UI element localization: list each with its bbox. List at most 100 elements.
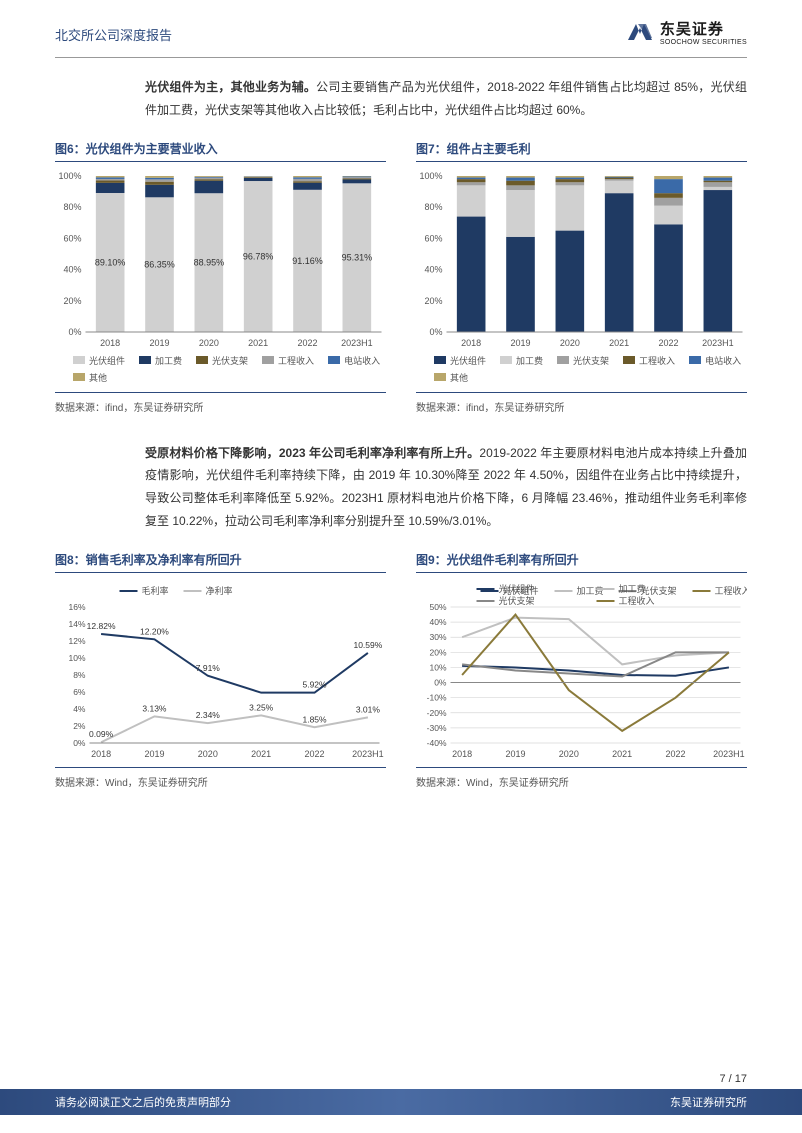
svg-text:14%: 14% <box>68 619 85 629</box>
svg-text:2018: 2018 <box>100 338 120 348</box>
svg-text:0%: 0% <box>73 738 86 748</box>
svg-text:5.92%: 5.92% <box>302 679 327 689</box>
svg-text:2020: 2020 <box>559 749 579 759</box>
svg-text:30%: 30% <box>429 632 446 642</box>
svg-text:4%: 4% <box>73 704 86 714</box>
page-number: 7 / 17 <box>719 1073 747 1085</box>
svg-text:2019: 2019 <box>505 749 525 759</box>
page-header: 北交所公司深度报告 东吴证券 SOOCHOW SECURITIES <box>0 0 802 57</box>
chart9-source: 数据来源：Wind，东吴证券研究所 <box>416 767 747 789</box>
chart6-title: 图6：光伏组件为主要营业收入 <box>55 140 386 162</box>
svg-text:60%: 60% <box>424 233 442 243</box>
svg-text:40%: 40% <box>429 617 446 627</box>
svg-text:-20%: -20% <box>427 708 447 718</box>
svg-text:2022: 2022 <box>297 338 317 348</box>
svg-text:2021: 2021 <box>248 338 268 348</box>
svg-text:100%: 100% <box>58 171 81 181</box>
svg-text:10%: 10% <box>429 662 446 672</box>
svg-text:96.78%: 96.78% <box>243 251 274 261</box>
svg-text:86.35%: 86.35% <box>144 259 175 269</box>
svg-text:12.20%: 12.20% <box>140 626 169 636</box>
para1-lead: 光伏组件为主，其他业务为辅。 <box>145 80 316 94</box>
charts-row-1: 图6：光伏组件为主要营业收入 0% 20% 40% 60% 80% 100% 2018 89.… <box>0 140 802 414</box>
chart7-source: 数据来源：ifind，东吴证券研究所 <box>416 392 747 414</box>
svg-text:-30%: -30% <box>427 723 447 733</box>
report-type: 北交所公司深度报告 <box>55 25 172 44</box>
svg-text:-10%: -10% <box>427 692 447 702</box>
chart8-source: 数据来源：Wind，东吴证券研究所 <box>55 767 386 789</box>
svg-text:2%: 2% <box>73 721 86 731</box>
svg-text:工程收入: 工程收入 <box>619 595 655 606</box>
svg-text:2021: 2021 <box>251 749 271 759</box>
svg-text:1.85%: 1.85% <box>302 714 327 724</box>
chart6-area: 0%20%40%60%80%100%201889.10%201986.35%20… <box>55 170 386 350</box>
svg-text:光伏组件: 光伏组件 <box>499 583 535 594</box>
svg-text:12%: 12% <box>68 636 85 646</box>
svg-text:2020: 2020 <box>199 338 219 348</box>
logo-text-cn: 东吴证券 <box>660 22 747 39</box>
svg-text:2018: 2018 <box>461 338 481 348</box>
svg-text:2023H1: 2023H1 <box>352 749 384 759</box>
svg-text:40%: 40% <box>63 264 81 274</box>
svg-text:-40%: -40% <box>427 738 447 748</box>
chart9-block: 图9：光伏组件毛利率有所回升 -40%-30%-20%-10%0%10%20%3… <box>416 551 747 789</box>
svg-text:10%: 10% <box>68 653 85 663</box>
svg-text:89.10%: 89.10% <box>95 257 126 267</box>
svg-text:40%: 40% <box>424 264 442 274</box>
svg-text:0%: 0% <box>429 327 442 337</box>
svg-text:10.59%: 10.59% <box>353 640 382 650</box>
svg-text:7.91%: 7.91% <box>196 663 221 673</box>
svg-text:2018: 2018 <box>452 749 472 759</box>
svg-text:80%: 80% <box>63 202 81 212</box>
svg-text:0%: 0% <box>434 677 447 687</box>
svg-text:0.09%: 0.09% <box>89 729 114 739</box>
svg-text:2018: 2018 <box>91 749 111 759</box>
svg-text:加工费: 加工费 <box>619 583 646 594</box>
svg-text:2019: 2019 <box>149 338 169 348</box>
footer-bar: 请务必阅读正文之后的免责声明部分 东吴证券研究所 <box>0 1089 802 1115</box>
para2-lead: 受原材料价格下降影响，2023 年公司毛利率净利率有所上升。 <box>145 446 479 460</box>
chart9-area: -40% -30% -20% -10% 0% 10% 20% 30% 40% 50% 2018 201… <box>416 581 747 761</box>
chart6-source: 数据来源：ifind，东吴证券研究所 <box>55 392 386 414</box>
svg-text:2023H1: 2023H1 <box>341 338 373 348</box>
logo-text-en: SOOCHOW SECURITIES <box>660 39 747 47</box>
company-logo: 东吴证券 SOOCHOW SECURITIES <box>626 20 747 49</box>
chart6-block: 图6：光伏组件为主要营业收入 0%20%40%60%80%100%201889.… <box>55 140 386 414</box>
svg-text:12.82%: 12.82% <box>87 621 116 631</box>
svg-text:80%: 80% <box>424 202 442 212</box>
svg-text:20%: 20% <box>63 295 81 305</box>
svg-text:50%: 50% <box>429 602 446 612</box>
svg-text:88.95%: 88.95% <box>194 257 225 267</box>
svg-text:净利率: 净利率 <box>206 585 233 596</box>
svg-text:3.13%: 3.13% <box>142 703 167 713</box>
logo-icon <box>626 20 654 49</box>
svg-text:20%: 20% <box>429 647 446 657</box>
svg-text:3.01%: 3.01% <box>356 704 381 714</box>
svg-text:2023H1: 2023H1 <box>713 749 745 759</box>
svg-text:毛利率: 毛利率 <box>142 585 169 596</box>
svg-text:2021: 2021 <box>612 749 632 759</box>
svg-text:2022: 2022 <box>666 749 686 759</box>
paragraph-1: 光伏组件为主，其他业务为辅。公司主要销售产品为光伏组件，2018-2022 年组… <box>0 58 802 140</box>
footer-institute: 东吴证券研究所 <box>670 1094 747 1110</box>
svg-text:2022: 2022 <box>305 749 325 759</box>
chart8-area: 0%2%4%6%8%10%12%14%16%201820192020202120… <box>55 581 386 761</box>
svg-text:光伏支架: 光伏支架 <box>499 595 535 606</box>
svg-text:2020: 2020 <box>198 749 218 759</box>
svg-text:2021: 2021 <box>609 338 629 348</box>
svg-text:91.16%: 91.16% <box>292 255 323 265</box>
chart6-legend: 光伏组件加工费光伏支架工程收入电站收入其他 <box>55 350 386 386</box>
chart7-title: 图7：组件占主要毛利 <box>416 140 747 162</box>
paragraph-2: 受原材料价格下降影响，2023 年公司毛利率净利率有所上升。2019-2022 … <box>0 414 802 551</box>
svg-text:工程收入: 工程收入 <box>715 585 748 596</box>
chart8-block: 图8：销售毛利率及净利率有所回升 0%2%4%6%8%10%12%14%16%2… <box>55 551 386 789</box>
chart8-title: 图8：销售毛利率及净利率有所回升 <box>55 551 386 573</box>
svg-text:2019: 2019 <box>144 749 164 759</box>
svg-text:20%: 20% <box>424 295 442 305</box>
svg-text:0%: 0% <box>68 327 81 337</box>
chart7-block: 图7：组件占主要毛利 0%20%40%60%80%100%20182019202… <box>416 140 747 414</box>
svg-text:95.31%: 95.31% <box>342 252 373 262</box>
svg-text:2.34%: 2.34% <box>196 710 221 720</box>
svg-text:6%: 6% <box>73 687 86 697</box>
svg-text:3.25%: 3.25% <box>249 702 274 712</box>
